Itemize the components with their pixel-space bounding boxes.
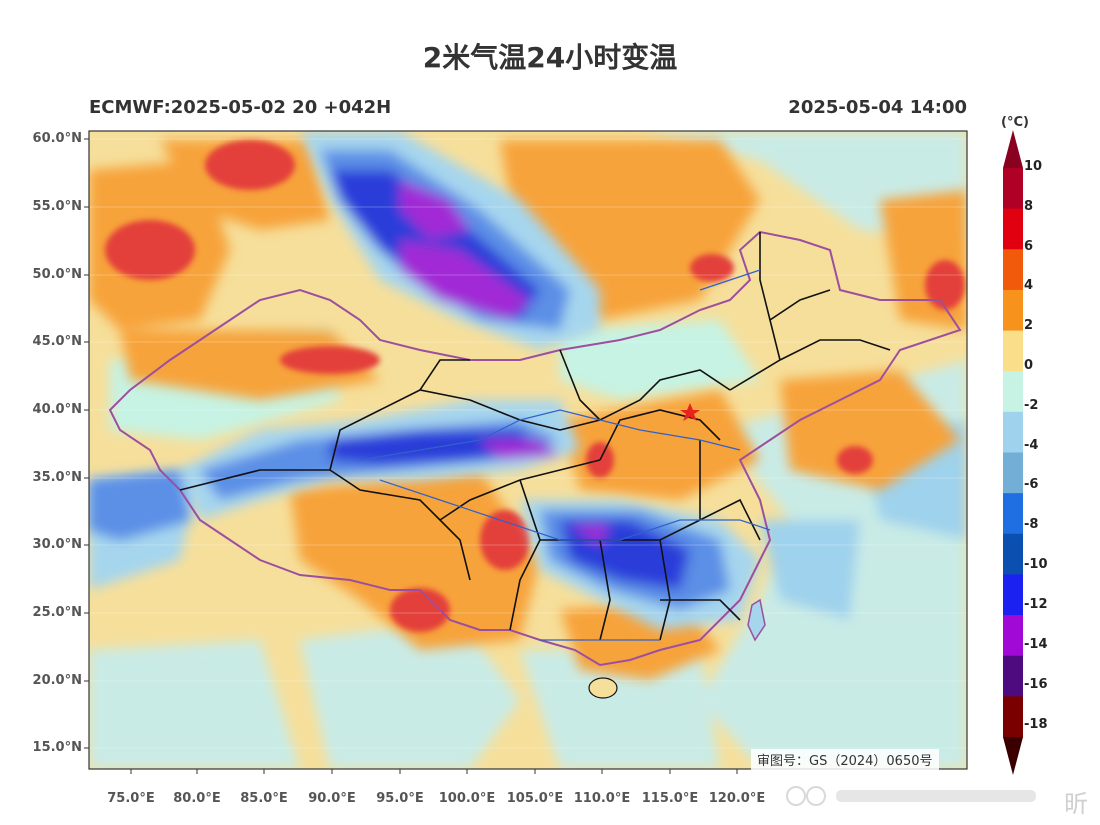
lon-label-80: 80.0°E: [173, 791, 221, 806]
colorbar-label-minus-16: -16: [1024, 677, 1048, 692]
lat-label-55: 55.0°N: [32, 199, 82, 214]
lon-label-100: 100.0°E: [438, 791, 496, 806]
lon-label-85: 85.0°E: [240, 791, 288, 806]
colorbar-segment: [1003, 208, 1023, 250]
colorbar-segment: [1003, 168, 1023, 210]
colorbar-segment: [1003, 411, 1023, 453]
colorbar-label-minus-14: -14: [1024, 637, 1048, 652]
colorbar-label-6: 6: [1024, 239, 1034, 254]
colorbar-label-minus-10: -10: [1024, 557, 1048, 572]
colorbar-segment: [1003, 615, 1023, 657]
lon-label-115: 115.0°E: [641, 791, 699, 806]
colorbar: [1003, 130, 1023, 775]
lat-label-60: 60.0°N: [32, 131, 82, 146]
lat-label-15: 15.0°N: [32, 740, 82, 755]
colorbar-segment: [1003, 330, 1023, 372]
colorbar-label-0: 0: [1024, 358, 1034, 373]
cold-zones: [89, 131, 760, 630]
rivers: [359, 269, 771, 641]
colorbar-label-minus-4: -4: [1024, 438, 1039, 453]
colorbar-segment: [1003, 574, 1023, 616]
lat-label-45: 45.0°N: [32, 334, 82, 349]
lon-label-95: 95.0°E: [376, 791, 424, 806]
national-border: [108, 230, 962, 667]
lon-label-105: 105.0°E: [506, 791, 564, 806]
colorbar-top-arrow: [1003, 130, 1023, 168]
colorbar-label-minus-6: -6: [1024, 477, 1039, 492]
colorbar-segment: [1003, 493, 1023, 535]
colorbar-segment: [1003, 249, 1023, 291]
colorbar-bottom-arrow: [1003, 737, 1023, 775]
hainan-island: [588, 677, 618, 699]
valid-time-label: 2025-05-04 14:00: [788, 97, 967, 118]
colorbar-unit: (°C): [1001, 115, 1029, 130]
lat-label-35: 35.0°N: [32, 470, 82, 485]
watermark-pattern: [786, 786, 1036, 806]
colorbar-segment: [1003, 371, 1023, 413]
lat-label-40: 40.0°N: [32, 402, 82, 417]
watermark-text: 昕: [1064, 790, 1088, 818]
lon-label-90: 90.0°E: [308, 791, 356, 806]
capital-star-marker: [680, 403, 700, 421]
taiwan-island: [747, 598, 766, 642]
colorbar-label-8: 8: [1024, 199, 1034, 214]
colorbar-label-2: 2: [1024, 318, 1034, 333]
colorbar-label-4: 4: [1024, 278, 1034, 293]
colorbar-label-minus-2: -2: [1024, 398, 1039, 413]
lat-label-50: 50.0°N: [32, 267, 82, 282]
colorbar-segment: [1003, 289, 1023, 332]
lon-label-120: 120.0°E: [708, 791, 766, 806]
lon-label-75: 75.0°E: [107, 791, 155, 806]
lat-label-25: 25.0°N: [32, 605, 82, 620]
model-run-label: ECMWF:2025-05-02 20 +042H: [89, 97, 392, 118]
colorbar-label-10: 10: [1024, 159, 1043, 174]
colorbar-segment: [1003, 696, 1023, 738]
lat-label-20: 20.0°N: [32, 673, 82, 688]
page-title: 2米气温24小时变温: [422, 41, 678, 74]
colorbar-label-minus-12: -12: [1024, 597, 1048, 612]
lon-label-110: 110.0°E: [573, 791, 631, 806]
colorbar-label-minus-18: -18: [1024, 717, 1048, 732]
map-frame: [88, 130, 968, 770]
lat-label-30: 30.0°N: [32, 537, 82, 552]
colorbar-label-minus-8: -8: [1024, 517, 1039, 532]
colorbar-segment: [1003, 655, 1023, 697]
colorbar-segment: [1003, 452, 1023, 494]
colorbar-segment: [1003, 533, 1023, 575]
map-approval-number: 审图号：GS（2024）0650号: [751, 749, 939, 770]
axis-ticks: [84, 138, 738, 774]
